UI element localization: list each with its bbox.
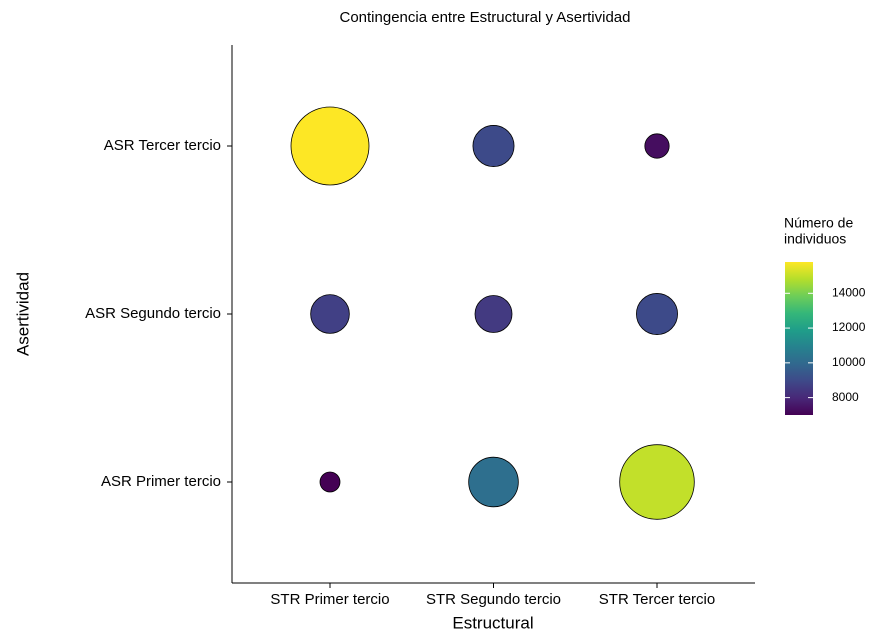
legend-title: Número de xyxy=(784,215,853,231)
bubble xyxy=(619,444,695,520)
bubble xyxy=(636,293,678,335)
y-tick-label: ASR Primer tercio xyxy=(101,473,221,490)
colorbar-tick-label: 12000 xyxy=(832,320,866,334)
bubble xyxy=(472,125,515,167)
y-axis-label: Asertividad xyxy=(13,272,32,356)
y-tick-label: ASR Tercer tercio xyxy=(104,137,221,154)
colorbar-tick-label: 14000 xyxy=(832,285,866,299)
y-tick-label: ASR Segundo tercio xyxy=(85,305,221,322)
bubble xyxy=(290,106,370,186)
bubble xyxy=(468,456,519,508)
colorbar-tick-label: 10000 xyxy=(832,355,866,369)
bubble xyxy=(474,295,513,333)
x-tick-label: STR Segundo tercio xyxy=(426,591,561,608)
colorbar xyxy=(785,262,813,415)
legend-title: individuos xyxy=(784,231,846,247)
colorbar-tick-label: 8000 xyxy=(832,390,859,404)
bubble xyxy=(319,471,341,493)
bubble xyxy=(310,294,350,334)
x-axis-label: Estructural xyxy=(452,613,533,632)
chart-title: Contingencia entre Estructural y Asertiv… xyxy=(340,9,631,26)
x-tick-label: STR Primer tercio xyxy=(270,591,389,608)
x-tick-label: STR Tercer tercio xyxy=(599,591,715,608)
bubble xyxy=(644,133,670,159)
